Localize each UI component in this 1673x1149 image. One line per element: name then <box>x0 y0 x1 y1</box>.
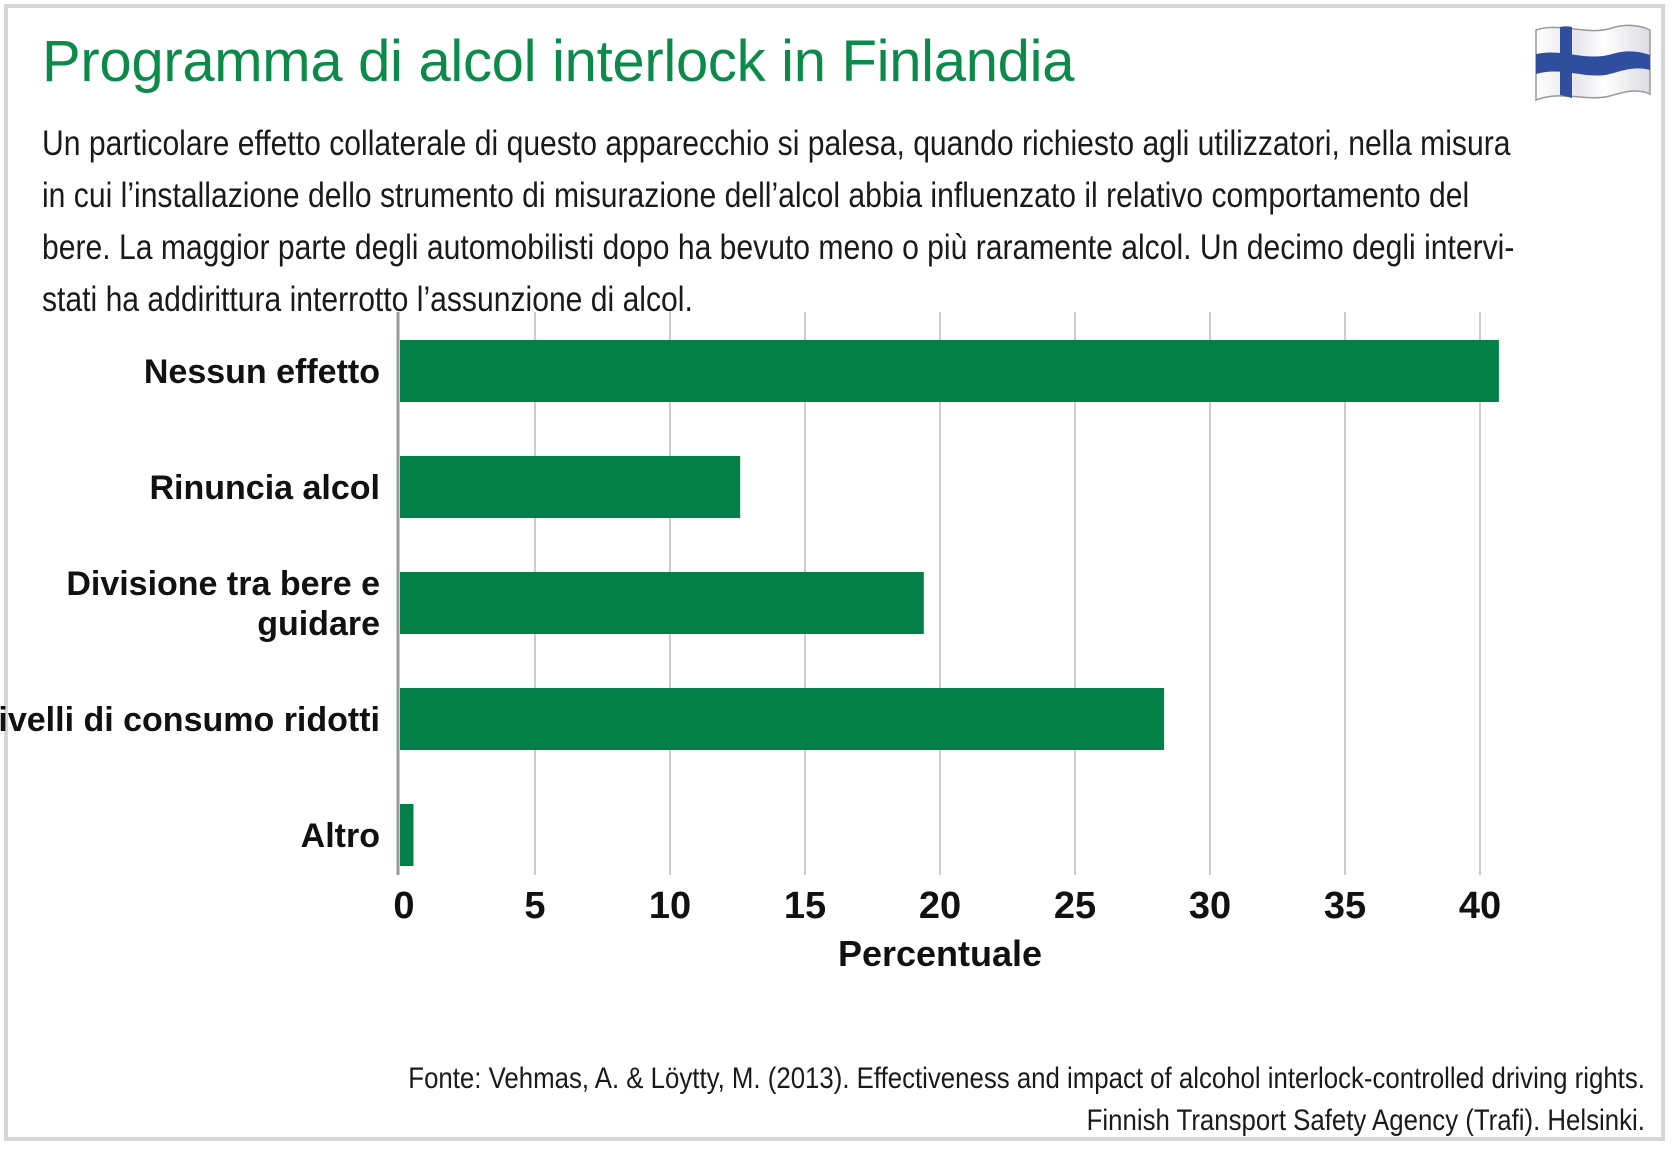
x-tick-label: 25 <box>1054 885 1096 927</box>
category-label: Rinuncia alcol <box>150 469 381 507</box>
source-note: Fonte: Vehmas, A. & Löytty, M. (2013). E… <box>207 1058 1645 1142</box>
bar <box>400 456 741 518</box>
category-label: Livelli di consumo ridotti <box>0 701 380 739</box>
category-label: Divisione tra bere e guidare <box>66 565 380 643</box>
x-tick-label: 5 <box>524 885 545 927</box>
description-line: Un particolare effetto collaterale di qu… <box>42 124 1511 163</box>
description-line: stati ha addirittura interrotto l’assunz… <box>42 280 693 319</box>
bar <box>400 340 1499 402</box>
x-tick-label: 30 <box>1189 885 1231 927</box>
x-tick-label: 35 <box>1324 885 1366 927</box>
x-tick-labels: 0 5 10 15 20 25 30 35 40 <box>393 885 1501 927</box>
x-tick-label: 15 <box>784 885 826 927</box>
x-tick-label: 40 <box>1459 885 1501 927</box>
description-line: bere. La maggior parte degli automobilis… <box>42 228 1515 267</box>
source-line: Fonte: Vehmas, A. & Löytty, M. (2013). E… <box>408 1062 1645 1095</box>
category-label: Altro <box>301 817 380 855</box>
x-axis-title: Percentuale <box>838 933 1042 974</box>
chart-title: Programma di alcol interlock in Finlandi… <box>42 29 1075 94</box>
x-tick-label: 10 <box>649 885 691 927</box>
x-tick-label: 0 <box>393 885 414 927</box>
category-label: Nessun effetto <box>144 353 380 391</box>
bars <box>400 340 1499 866</box>
bar <box>400 804 414 866</box>
description-line: in cui l’installazione dello strumento d… <box>42 176 1470 215</box>
bar <box>400 688 1165 750</box>
bar <box>400 572 924 634</box>
source-line: Finnish Transport Safety Agency (Trafi).… <box>1086 1104 1645 1137</box>
chart-description: Un particolare effetto collaterale di qu… <box>42 118 1581 326</box>
finland-flag-icon <box>1535 24 1651 102</box>
x-tick-label: 20 <box>919 885 961 927</box>
category-labels: Nessun effetto Rinuncia alcol Divisione tr… <box>0 353 380 855</box>
